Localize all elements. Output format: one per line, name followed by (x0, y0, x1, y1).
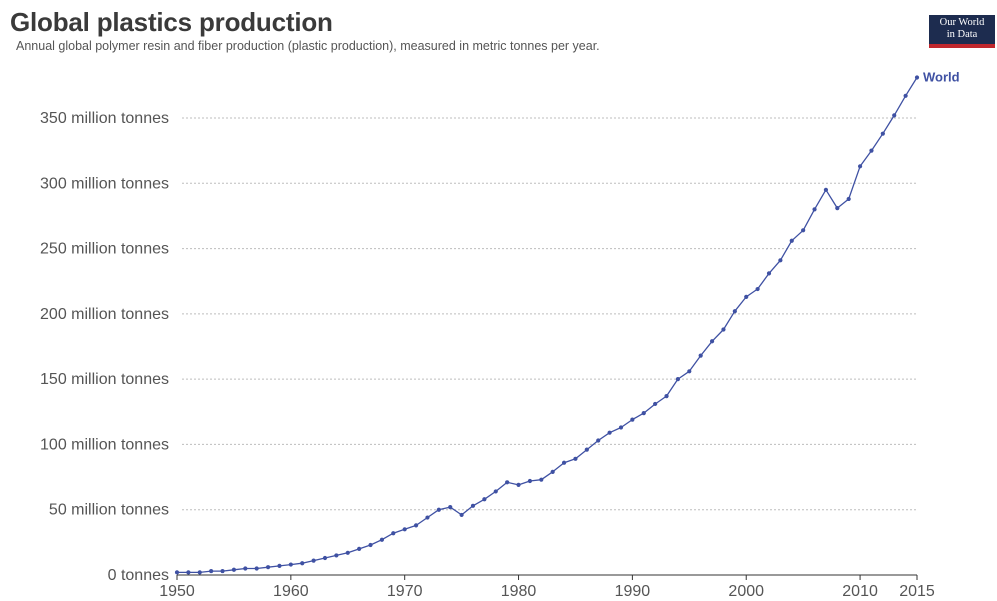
data-point (584, 447, 589, 452)
y-tick-label: 50 million tonnes (49, 502, 169, 519)
data-point (892, 113, 897, 118)
data-point (300, 561, 305, 566)
data-point (778, 258, 783, 263)
x-tick-label: 1970 (387, 583, 423, 600)
data-point (607, 430, 612, 435)
data-point (675, 377, 681, 382)
data-point (846, 196, 851, 202)
y-tick-label: 300 million tonnes (40, 175, 169, 192)
data-point (573, 456, 578, 461)
data-point (209, 568, 214, 574)
data-point (789, 238, 794, 243)
gridlines (182, 117, 917, 511)
data-point (277, 563, 282, 568)
data-point (914, 75, 920, 80)
data-point (186, 570, 191, 575)
data-point (391, 531, 396, 536)
data-point (505, 480, 510, 485)
data-point (425, 515, 430, 520)
x-tick-label: 1980 (501, 583, 537, 600)
x-tick-label: 2000 (728, 583, 764, 600)
data-point (527, 478, 533, 484)
data-point (687, 369, 692, 374)
data-point (265, 565, 271, 570)
data-point (311, 558, 316, 563)
data-point (357, 546, 362, 551)
series-labels: World (923, 70, 960, 85)
data-point (550, 469, 555, 474)
data-point (744, 294, 749, 299)
chart-subtitle: Annual global polymer resin and fiber pr… (16, 39, 600, 53)
data-point (322, 555, 328, 561)
x-axis-tick-labels: 1950 1960 1970 1980 1990 2000 2010 2015 (159, 583, 935, 600)
x-tick-label: 1960 (273, 583, 309, 600)
data-point (869, 148, 874, 153)
y-tick-label: 0 tonnes (108, 567, 169, 584)
data-point (732, 309, 737, 314)
data-point (254, 566, 259, 571)
data-point (721, 327, 726, 332)
data-point (823, 187, 829, 192)
x-tick-label: 2010 (842, 583, 878, 600)
series-line (177, 77, 918, 574)
data-point (345, 550, 350, 555)
data-point (493, 489, 498, 494)
data-point (174, 570, 180, 575)
data-point (288, 562, 293, 567)
data-point (630, 417, 635, 422)
data-point (755, 286, 760, 292)
data-point (470, 503, 476, 508)
data-point (664, 394, 669, 399)
logo-line-1: Our World (939, 17, 985, 28)
data-point (459, 512, 464, 518)
logo-line-2: in Data (946, 29, 978, 40)
data-point (334, 553, 339, 558)
data-point (413, 523, 419, 528)
x-tick-label: 1990 (615, 583, 651, 600)
series-label-world: World (923, 70, 960, 85)
x-tick-label: 1950 (159, 583, 195, 600)
data-point (448, 505, 453, 510)
data-point (618, 425, 624, 430)
data-point (436, 507, 441, 512)
data-point (709, 339, 715, 344)
data-point (197, 570, 202, 575)
data-point (641, 410, 646, 416)
data-point (653, 401, 658, 407)
y-tick-label: 150 million tonnes (40, 371, 169, 388)
data-point (539, 477, 544, 482)
data-point (801, 228, 806, 233)
x-tick-label: 2015 (899, 583, 935, 600)
chart-title: Global plastics production (10, 7, 333, 37)
data-point (379, 537, 385, 542)
data-point (482, 497, 487, 502)
data-point (368, 542, 373, 548)
series-world (174, 75, 920, 575)
y-tick-label: 250 million tonnes (40, 241, 169, 258)
data-point (766, 271, 772, 276)
data-point (231, 567, 237, 572)
y-tick-label: 350 million tonnes (40, 110, 169, 127)
data-point (880, 131, 885, 136)
y-tick-label: 100 million tonnes (40, 436, 169, 453)
y-tick-label: 200 million tonnes (40, 306, 169, 323)
y-axis-tick-labels: 0 tonnes 50 million tonnes 100 million ton… (40, 110, 169, 584)
our-world-in-data-logo[interactable]: Our World in Data (929, 15, 995, 48)
data-point (835, 205, 840, 211)
data-point (903, 93, 908, 98)
data-point (561, 460, 567, 465)
data-point (812, 207, 817, 212)
data-point (596, 438, 601, 443)
data-point (243, 566, 248, 571)
data-point (516, 482, 521, 488)
data-point (857, 164, 863, 169)
data-point (402, 527, 407, 532)
data-point (698, 353, 703, 358)
data-point (220, 568, 225, 574)
x-axis (176, 574, 918, 580)
